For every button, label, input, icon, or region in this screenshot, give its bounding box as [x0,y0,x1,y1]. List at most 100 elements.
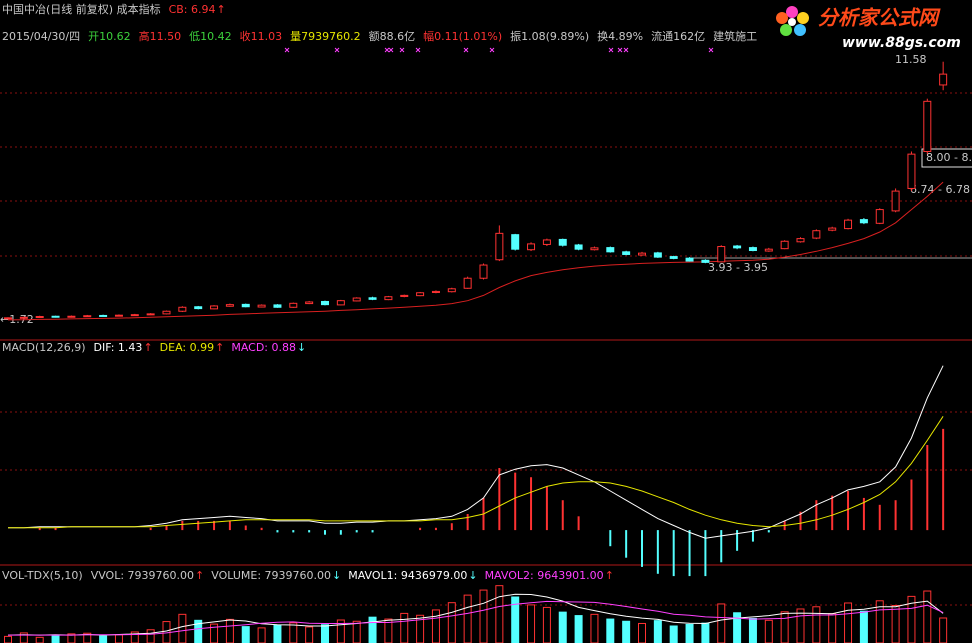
legend-arrow: ↓ [332,569,341,582]
candle-body [780,240,789,250]
candle-body [844,219,853,230]
logo-petal [797,12,809,24]
candle-body [321,300,329,306]
volume-bar [828,613,837,643]
candle-body [99,314,108,317]
candle-body [368,297,377,300]
event-marker [489,47,495,53]
candle-body [495,232,504,261]
logo-url: www.88gs.com [842,35,961,51]
legend-label: 中国中冶(日线 前复权) 成本指标 [2,2,161,16]
legend-label: 收11.03 [240,29,283,43]
logo-title: 分析家公式网 [818,6,941,30]
candle-body [669,256,678,259]
volume-bar [225,618,234,643]
candle-body [574,244,583,250]
candle-body [305,301,314,305]
candle-body [146,313,155,316]
volume-bar [4,635,12,643]
price-label: 8.00 - 8.1 [926,151,972,164]
candle-body [939,73,948,86]
candle-body [273,304,282,308]
candle-body [923,100,932,152]
candle-body [51,315,60,318]
volume-bar [241,626,250,643]
candle-body [653,252,662,258]
candle-body [748,247,757,252]
event-markers [284,47,714,53]
candle-body [83,315,92,318]
candle-body [875,209,884,224]
candle-body [336,300,345,306]
candle-body [114,314,123,317]
legend-label: 低10.42 [189,30,232,43]
candle-body [19,316,28,319]
volume-bar [336,619,345,643]
candle-body [685,257,694,262]
price-box [921,148,972,168]
candle-body [542,239,551,245]
volume-bar [257,627,266,643]
candle-body [479,264,488,279]
legend-label: 建筑施工 [713,29,757,43]
event-marker [617,47,623,53]
volume-bar [606,618,615,643]
volume-bar [558,611,567,643]
volume-bar [638,622,646,643]
candle-body [859,219,868,224]
legend-label: 振1.08(9.89%) [510,29,589,43]
volume-bar [796,608,805,643]
candle-body [384,296,393,301]
volume-bar [352,620,361,643]
volume-bar [447,602,456,643]
volume-bar [400,612,409,643]
candle-body [4,317,12,320]
price-label: 11.58 [895,53,927,66]
legend-label: VVOL: 7939760.00 [91,569,194,582]
legend-label: MAVOL2: 9643901.00 [485,569,604,582]
candle-body [416,292,425,297]
candle-body [701,259,710,263]
legend-label: VOLUME: 7939760.00 [211,569,331,582]
candle-body [638,252,646,256]
candle-body [35,316,44,319]
volume-bar [701,622,710,643]
volume-bar [733,612,742,643]
legend-label: 额88.6亿 [369,30,416,43]
volume-bar [51,634,60,643]
volume-bar [178,613,187,643]
event-marker [463,47,469,53]
volume-bar [431,609,440,643]
legend-arrow: ↑ [215,341,224,354]
candle-body [352,297,361,302]
candle-body [527,243,536,251]
candle-body [431,290,440,293]
price-label: 6.74 - 6.78 [910,183,970,196]
volume-bar [622,620,631,643]
legend-label: CB: 6.94 [169,3,216,16]
legend-label: 量7939760.2 [290,30,361,43]
line [7,181,944,321]
volume-bar [289,622,298,643]
logo-petal [786,6,798,18]
candle-body [828,227,837,231]
candle-body [241,303,250,308]
volume-bar [321,624,329,643]
event-marker [623,47,629,53]
legend-label: MACD(12,26,9) [2,341,86,354]
event-marker [608,47,614,53]
legend-label: MAVOL1: 9436979.00 [348,569,467,582]
volume-bar [114,634,123,643]
candle-body [67,315,76,318]
volume-bar [939,617,948,643]
legend-arrow: ↑ [195,569,204,582]
logo-petal [776,12,788,24]
legend-arrow: ↓ [297,341,306,354]
volume-bar [748,617,757,643]
legend-arrow: ↓ [468,569,477,582]
event-marker [384,47,390,53]
candle-body [717,246,726,263]
logo-petal [794,24,806,36]
